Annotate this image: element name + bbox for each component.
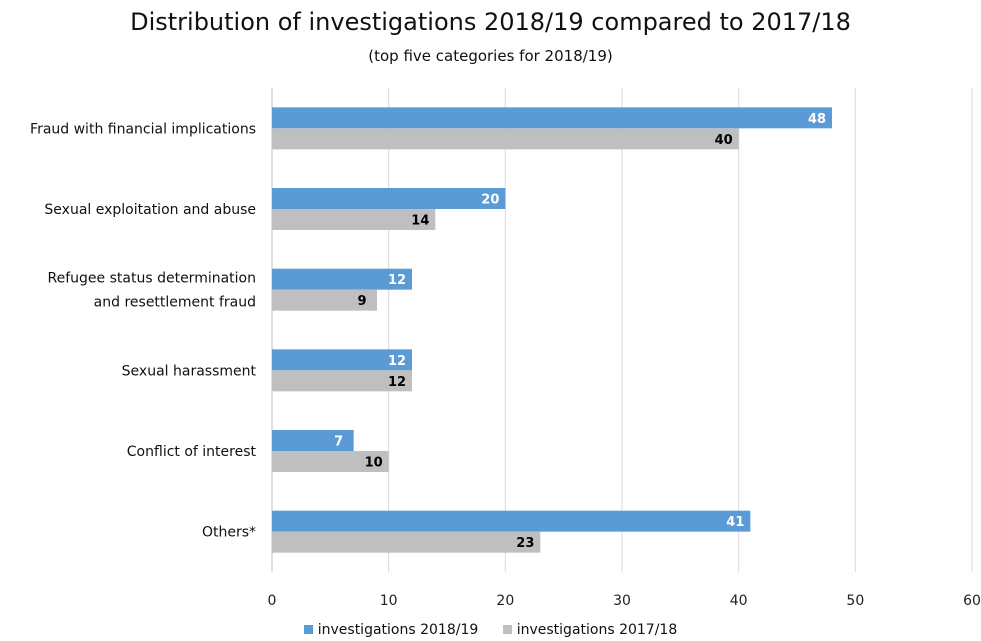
- legend-swatch-2018-19: [303, 625, 313, 634]
- data-label: 12: [388, 375, 406, 390]
- bar: [272, 349, 412, 371]
- x-tick-label: 40: [730, 593, 748, 609]
- category-label: Conflict of interest: [127, 444, 257, 460]
- legend: investigations 2018/19 investigations 20…: [0, 622, 981, 638]
- bar: [272, 370, 412, 392]
- category-label: and resettlement fraud: [94, 295, 256, 311]
- chart-subtitle: (top five categories for 2018/19): [368, 47, 613, 65]
- bar: [272, 209, 436, 230]
- category-label: Others*: [202, 525, 256, 541]
- category-label: Refugee status determination: [48, 271, 256, 287]
- legend-item-2017-18: investigations 2017/18: [502, 622, 678, 638]
- bar: [272, 289, 377, 311]
- legend-item-2018-19: investigations 2018/19: [303, 622, 479, 638]
- bar: [272, 451, 389, 472]
- x-tick-label: 60: [963, 593, 981, 609]
- x-tick-label: 20: [496, 593, 514, 609]
- bar: [272, 128, 739, 150]
- bar: [272, 531, 541, 553]
- data-label: 23: [516, 536, 534, 551]
- data-label: 40: [715, 133, 733, 148]
- data-label: 20: [481, 193, 499, 208]
- x-tick-label: 30: [613, 593, 631, 609]
- category-label: Sexual harassment: [122, 363, 257, 379]
- data-label: 12: [388, 354, 406, 369]
- bar: [272, 188, 506, 209]
- chart-title: Distribution of investigations 2018/19 c…: [130, 8, 851, 36]
- data-label: 9: [357, 294, 366, 309]
- data-label: 10: [365, 456, 383, 471]
- bar: [272, 268, 412, 290]
- x-tick-label: 50: [846, 593, 864, 609]
- bar: [272, 430, 354, 451]
- data-label: 12: [388, 273, 406, 288]
- category-label: Sexual exploitation and abuse: [44, 202, 256, 218]
- data-label: 48: [808, 112, 826, 127]
- data-label: 14: [411, 214, 429, 229]
- legend-label-2018-19: investigations 2018/19: [317, 622, 479, 638]
- legend-label-2017-18: investigations 2017/18: [516, 622, 678, 638]
- bar: [272, 510, 751, 532]
- bar: [272, 107, 832, 129]
- x-tick-label: 10: [380, 593, 398, 609]
- x-tick-label: 0: [268, 593, 277, 609]
- data-label: 41: [726, 515, 744, 530]
- legend-swatch-2017-18: [502, 625, 512, 634]
- category-label: Fraud with financial implications: [30, 121, 256, 137]
- data-label: 7: [334, 435, 343, 450]
